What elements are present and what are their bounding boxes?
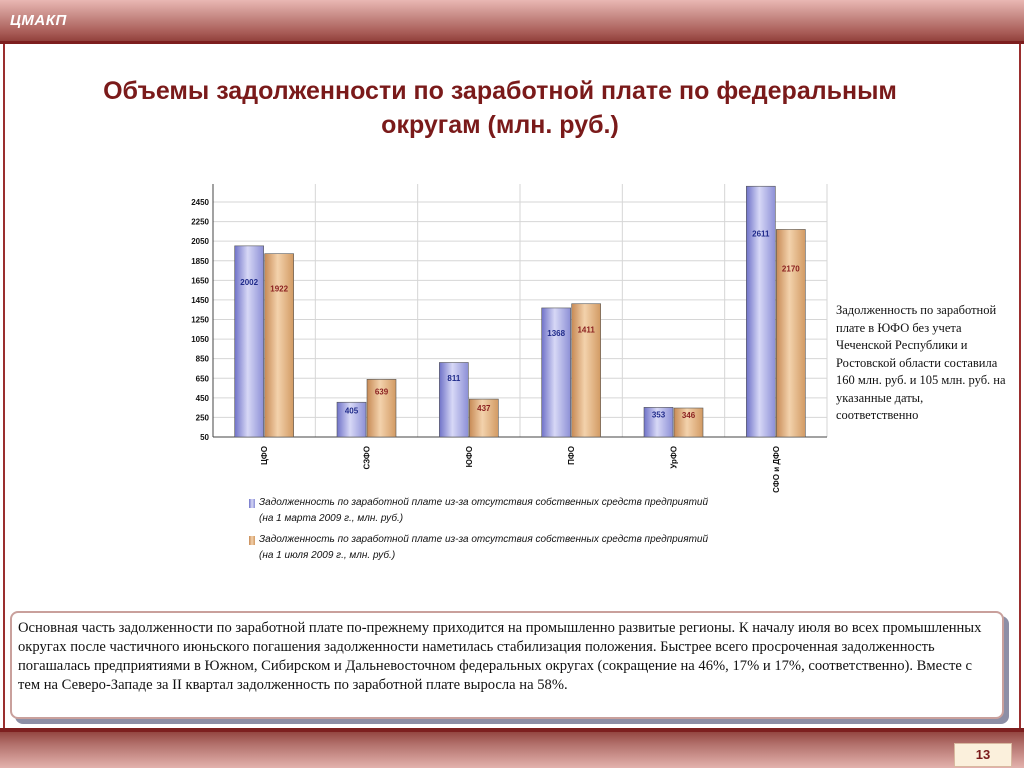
- header-bar: ЦМАКП: [0, 0, 1024, 44]
- legend-swatch-july: [249, 536, 255, 545]
- x-tick-label: ЮФО: [465, 446, 474, 467]
- x-tick-label: СЗФО: [363, 446, 372, 470]
- bar-value-label: 353: [652, 411, 666, 420]
- bar-value-label: 346: [682, 411, 696, 420]
- bar-value-label: 2002: [240, 278, 258, 287]
- bar-value-label: 2611: [752, 229, 770, 238]
- y-tick-label: 1850: [191, 257, 209, 266]
- y-tick-label: 1450: [191, 296, 209, 305]
- bar-value-label: 405: [345, 406, 359, 415]
- bar-july: [571, 303, 601, 438]
- y-tick-label: 2250: [191, 218, 209, 227]
- chart-grid: [212, 184, 828, 438]
- y-tick-label: 1050: [191, 335, 209, 344]
- y-tick-label: 250: [196, 413, 210, 422]
- y-tick-label: 1250: [191, 316, 209, 325]
- bar-value-label: 1411: [577, 326, 595, 335]
- x-tick-label: СФО и ДФО: [772, 446, 781, 493]
- bar-march: [336, 401, 367, 438]
- bar-value-label: 2170: [782, 265, 800, 274]
- slide-frame: [3, 44, 1021, 728]
- side-note: Задолженность по заработной плате в ЮФО …: [836, 303, 1006, 422]
- bar-value-label: 811: [447, 374, 460, 383]
- bar-march: [439, 362, 469, 438]
- legend-item-july: Задолженность по заработной плате из-за …: [249, 532, 769, 564]
- bar-march: [234, 245, 264, 438]
- legend-swatch-march: [249, 499, 255, 508]
- y-tick-label: 650: [196, 374, 210, 383]
- bar-july: [366, 379, 397, 438]
- bar-value-label: 1368: [547, 329, 565, 338]
- bar-value-label: 437: [477, 404, 491, 413]
- legend-date-july: (на 1 июля 2009 г., млн. руб.): [259, 550, 396, 561]
- bar-march: [643, 407, 674, 438]
- chart-labels: 50 250 450 650 850 1050 1250 1450 1650 1850 2050 22…: [191, 198, 800, 493]
- logo-text: ЦМАКП: [10, 12, 67, 29]
- bar-chart: 50 250 450 650 850 1050 1250 1450 1650 1850 2050 22…: [191, 184, 828, 493]
- chart-bars: [234, 185, 806, 438]
- slide-title: Объемы задолженности по заработной плате…: [103, 77, 897, 139]
- legend-label-march: Задолженность по заработной плате из-за …: [259, 497, 709, 508]
- x-tick-label: ЦФО: [260, 446, 269, 465]
- y-tick-label: 50: [200, 433, 209, 442]
- y-tick-label: 1650: [191, 276, 209, 285]
- bar-march: [541, 307, 571, 438]
- bar-march: [746, 185, 776, 438]
- y-tick-label: 450: [196, 394, 210, 403]
- bar-july: [673, 407, 704, 438]
- y-tick-label: 2050: [191, 237, 209, 246]
- bar-july: [776, 229, 806, 438]
- footer-bar: [0, 728, 1024, 768]
- bar-value-label: 1922: [270, 285, 288, 294]
- bar-july: [264, 253, 294, 438]
- legend-item-march: Задолженность по заработной плате из-за …: [249, 495, 769, 527]
- y-tick-label: 2450: [191, 198, 209, 207]
- x-tick-label: ПФО: [567, 446, 576, 465]
- legend-date-march: (на 1 марта 2009 г., млн. руб.): [259, 513, 404, 524]
- legend-label-july: Задолженность по заработной плате из-за …: [259, 534, 709, 545]
- header-divider: [0, 41, 1024, 44]
- y-tick-label: 850: [196, 355, 210, 364]
- x-tick-label: УрФО: [670, 446, 679, 469]
- bar-july: [469, 398, 499, 438]
- page-number: 13: [954, 743, 1012, 767]
- summary-box: Основная часть задолженности по заработн…: [10, 611, 1004, 719]
- footer-divider: [0, 728, 1024, 732]
- bar-value-label: 639: [375, 388, 389, 397]
